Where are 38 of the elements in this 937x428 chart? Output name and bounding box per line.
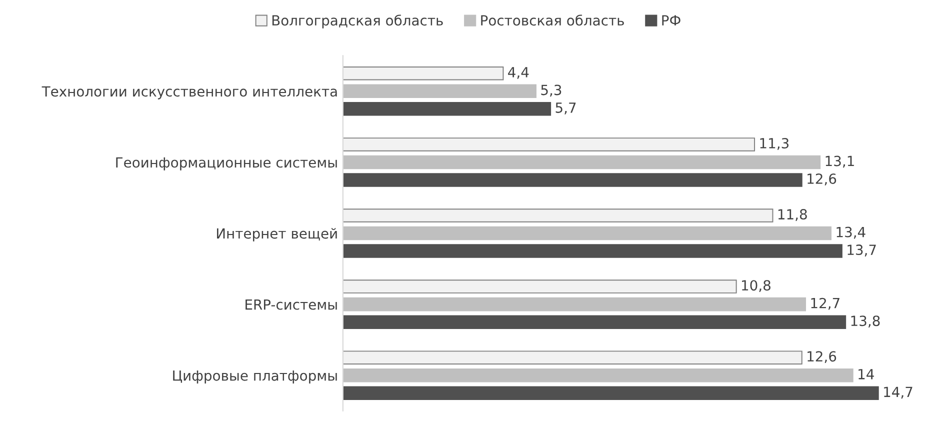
bar: [342, 155, 821, 170]
data-label: 4,4: [508, 67, 529, 79]
data-label: 14: [858, 369, 874, 380]
data-label: 10,8: [742, 280, 770, 292]
y-tick-label: Геоинформационные системы: [116, 157, 337, 170]
bar: [342, 102, 552, 116]
data-label: 12,6: [808, 174, 836, 186]
legend-label: Ростовская область: [481, 14, 624, 26]
data-label: 11,8: [778, 209, 807, 221]
bar: [342, 280, 737, 294]
bar: [342, 297, 806, 312]
bar: [342, 315, 846, 329]
bar: [342, 244, 842, 258]
data-label: 14,7: [884, 386, 912, 399]
data-label: 13,8: [851, 316, 880, 328]
legend-label: Волгоградская область: [272, 14, 443, 28]
bar: [342, 226, 832, 240]
bar: [342, 66, 504, 80]
bar: [342, 138, 756, 152]
bar: [342, 173, 802, 187]
y-tick-label: Интернет вещей: [217, 228, 337, 242]
y-tick-label: Цифровые платформы: [173, 370, 337, 384]
bar: [342, 84, 536, 98]
bar: [342, 368, 854, 382]
data-label: 11,3: [760, 138, 789, 150]
bar: [342, 208, 774, 222]
data-label: 5,3: [541, 84, 562, 97]
data-label: 13,7: [848, 244, 876, 256]
y-tick-label: ERP-системы: [246, 299, 337, 310]
data-label: 13,4: [836, 226, 866, 239]
data-label: 13,1: [826, 156, 854, 168]
y-tick-label: Технологии искусственного интеллекта: [42, 86, 337, 100]
bar: [342, 386, 879, 400]
bar: [342, 350, 802, 364]
legend-label: РФ: [662, 15, 680, 26]
data-label: 12,6: [808, 351, 836, 364]
data-label: 12,7: [811, 298, 840, 310]
data-label: 5,7: [556, 102, 576, 114]
